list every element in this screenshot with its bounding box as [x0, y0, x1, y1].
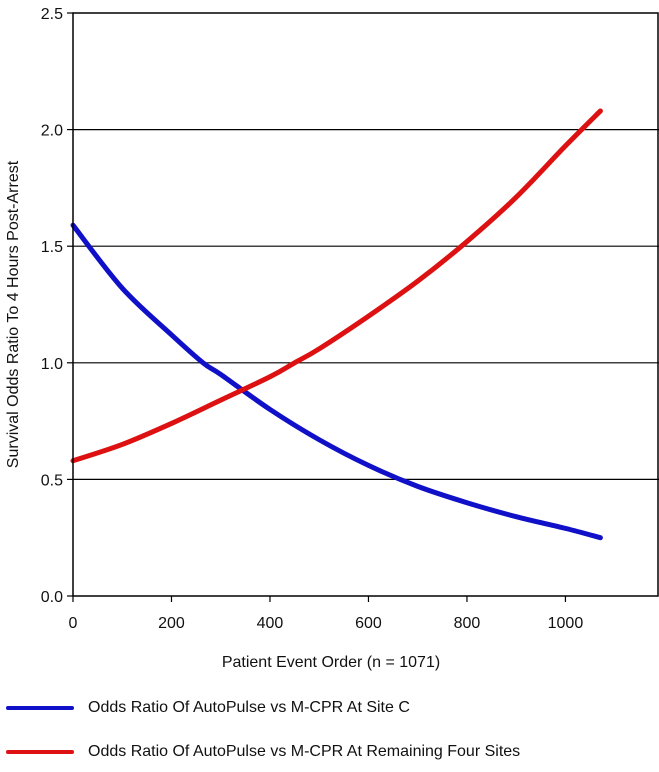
legend-item-site-c: Odds Ratio Of AutoPulse vs M-CPR At Site… [0, 696, 410, 720]
y-tick-label: 0.0 [41, 589, 63, 606]
y-tick-label: 1.5 [41, 239, 63, 256]
x-tick-label: 400 [257, 615, 284, 632]
plot-frame [72, 12, 659, 597]
x-tick-label: 0 [69, 615, 78, 632]
x-tick-label: 600 [355, 615, 382, 632]
x-tick-label: 200 [158, 615, 185, 632]
y-tick-label: 2.0 [41, 123, 63, 140]
y-tick-label: 1.0 [41, 356, 63, 373]
legend-label-remaining-sites: Odds Ratio Of AutoPulse vs M-CPR At Rema… [88, 743, 521, 760]
x-axis-label: Patient Event Order (n = 1071) [222, 654, 440, 671]
line-chart: 0.0 0.5 1.0 1.5 2.0 2.5 0 200 400 600 800 1000 Pati… [5, 6, 659, 671]
y-tick-label: 2.5 [41, 6, 63, 23]
x-tick-label: 1000 [548, 615, 584, 632]
axis-ticks: 0.0 0.5 1.0 1.5 2.0 2.5 0 200 400 600 800 1000 [41, 6, 584, 632]
series-line-remaining-sites [70, 108, 603, 464]
x-tick-label: 800 [454, 615, 481, 632]
y-axis-label: Survival Odds Ratio To 4 Hours Post-Arre… [5, 160, 22, 468]
legend-swatch-remaining-sites [6, 750, 74, 754]
legend-swatch-site-c [6, 706, 74, 710]
series-layer [70, 108, 603, 541]
y-tick-label: 0.5 [41, 472, 63, 489]
legend-item-remaining-sites: Odds Ratio Of AutoPulse vs M-CPR At Rema… [0, 740, 520, 764]
series-line-site-c [70, 222, 603, 541]
legend-label-site-c: Odds Ratio Of AutoPulse vs M-CPR At Site… [88, 699, 410, 716]
gridlines [73, 129, 659, 480]
